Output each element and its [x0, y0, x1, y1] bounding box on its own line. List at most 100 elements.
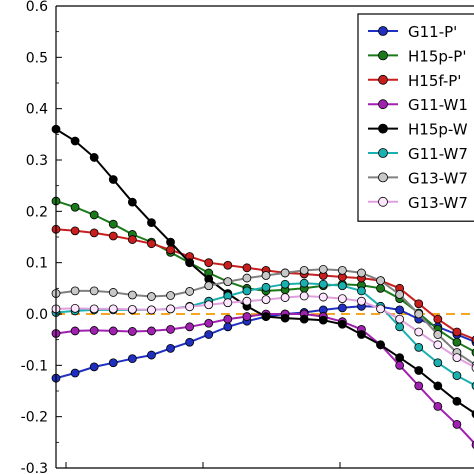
- series-7: [51, 291, 474, 372]
- data-point: [452, 337, 462, 347]
- legend-label: H15f-P': [408, 72, 461, 90]
- legend-marker: [378, 26, 388, 36]
- data-point: [108, 288, 118, 297]
- y-tick-label: 0.3: [26, 153, 48, 169]
- legend: G11-P' H15p-P' H15f-P' G11-W1 H15p-W G11-W7 G1…: [357, 13, 474, 222]
- data-point: [357, 286, 366, 296]
- legend-entry: G11-W1: [368, 96, 468, 114]
- data-point: [223, 277, 233, 287]
- y-tick-label: -0.3: [21, 461, 48, 474]
- data-point: [70, 226, 80, 236]
- data-point: [70, 326, 80, 336]
- data-point: [318, 315, 328, 325]
- legend-entry: G11-P': [368, 23, 457, 41]
- y-tick-label: 0.5: [26, 50, 48, 66]
- data-point: [166, 245, 175, 255]
- data-point: [185, 302, 195, 312]
- data-point: [433, 381, 443, 391]
- data-point: [166, 237, 175, 247]
- data-point: [376, 340, 385, 350]
- data-point: [89, 210, 99, 220]
- data-point: [414, 381, 424, 391]
- data-point: [280, 279, 290, 289]
- data-point: [204, 300, 214, 310]
- legend-entry: G11-W7: [368, 145, 468, 163]
- data-point: [395, 314, 405, 324]
- data-point: [452, 327, 462, 337]
- legend-label: G11-P': [408, 23, 457, 41]
- data-point: [414, 327, 424, 337]
- data-point: [147, 350, 156, 360]
- data-point: [108, 175, 118, 184]
- legend-marker: [378, 148, 388, 158]
- data-point: [108, 326, 118, 336]
- y-tick-label: 0.1: [26, 256, 48, 272]
- data-point: [89, 153, 99, 162]
- legend-entry: G13-W7: [368, 169, 468, 187]
- data-point: [242, 296, 252, 306]
- data-point: [395, 305, 405, 315]
- data-point: [452, 353, 462, 363]
- data-point: [89, 304, 99, 314]
- data-point: [89, 228, 99, 238]
- data-point: [299, 278, 309, 288]
- data-point: [147, 326, 156, 336]
- legend-entry: H15f-P': [368, 72, 461, 90]
- y-tick-label: 0.0: [26, 307, 48, 323]
- data-point: [376, 276, 385, 286]
- data-point: [166, 304, 175, 314]
- legend-entry: H15p-W: [368, 121, 468, 139]
- legend-marker: [378, 74, 388, 85]
- data-point: [127, 235, 137, 244]
- legend-marker: [378, 50, 388, 61]
- y-tick-label: -0.2: [21, 410, 48, 426]
- data-point: [147, 305, 156, 315]
- data-point: [147, 239, 156, 249]
- data-point: [261, 312, 271, 321]
- data-point: [318, 292, 328, 302]
- data-point: [414, 299, 424, 309]
- data-point: [70, 136, 80, 146]
- y-tick-label: 0.6: [26, 0, 48, 15]
- data-point: [70, 202, 80, 212]
- data-point: [433, 330, 443, 339]
- data-point: [395, 360, 405, 370]
- data-point: [242, 273, 252, 283]
- data-point: [242, 312, 252, 321]
- data-point: [147, 292, 156, 301]
- data-point: [127, 327, 137, 336]
- data-point: [185, 337, 195, 347]
- legend-entry: H15p-P': [368, 47, 466, 65]
- series-3: [51, 309, 474, 449]
- data-point: [337, 265, 347, 275]
- legend-box: [357, 13, 474, 222]
- data-point: [395, 322, 405, 332]
- data-point: [261, 282, 271, 292]
- data-point: [70, 286, 80, 296]
- data-point: [108, 219, 118, 229]
- data-point: [108, 358, 118, 368]
- data-point: [433, 314, 443, 324]
- data-point: [433, 401, 443, 411]
- data-point: [89, 362, 99, 372]
- data-point: [204, 330, 214, 339]
- data-point: [280, 293, 290, 302]
- data-point: [414, 309, 424, 319]
- data-point: [433, 358, 443, 368]
- legend-label: G11-W1: [408, 96, 468, 114]
- data-point: [357, 268, 366, 278]
- data-point: [185, 287, 195, 296]
- data-point: [204, 281, 214, 291]
- data-point: [89, 286, 99, 296]
- data-point: [108, 304, 118, 314]
- data-point: [299, 314, 309, 324]
- data-point: [204, 258, 214, 268]
- legend-marker: [378, 99, 388, 110]
- data-point: [337, 303, 347, 313]
- series-line: [55, 313, 474, 445]
- data-point: [108, 231, 118, 241]
- data-point: [280, 268, 290, 278]
- data-point: [147, 218, 156, 228]
- data-point: [127, 304, 137, 314]
- data-point: [357, 296, 366, 306]
